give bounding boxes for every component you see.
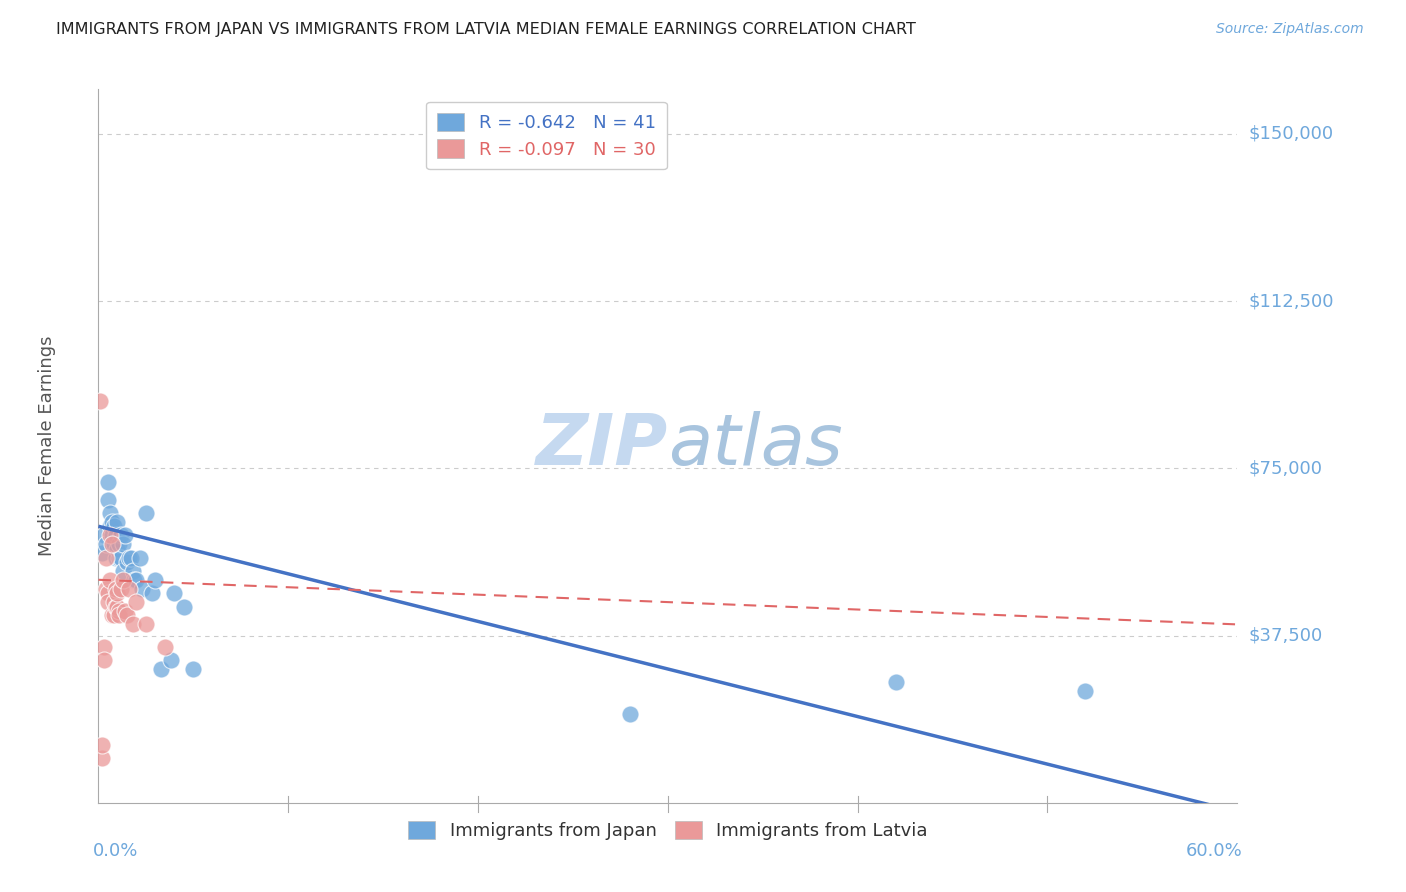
- Point: [89, 394, 111, 409]
- Point: [97, 586, 120, 600]
- Point: [91, 738, 114, 752]
- Point: [114, 528, 136, 542]
- Point: [173, 599, 195, 614]
- Point: [100, 608, 122, 623]
- Text: Median Female Earnings: Median Female Earnings: [38, 335, 56, 557]
- Point: [125, 595, 148, 609]
- Point: [91, 751, 114, 765]
- Point: [619, 706, 641, 721]
- Point: [94, 550, 117, 565]
- Point: [114, 604, 136, 618]
- Point: [884, 675, 907, 690]
- Text: $75,000: $75,000: [1249, 459, 1323, 477]
- Point: [150, 662, 173, 676]
- Point: [108, 550, 131, 565]
- Text: $37,500: $37,500: [1249, 626, 1323, 645]
- Point: [118, 550, 141, 565]
- Text: 0.0%: 0.0%: [93, 842, 138, 860]
- Point: [91, 546, 114, 560]
- Text: $150,000: $150,000: [1249, 125, 1333, 143]
- Point: [104, 550, 127, 565]
- Point: [129, 550, 152, 565]
- Point: [112, 537, 135, 551]
- Point: [120, 550, 142, 565]
- Point: [141, 586, 163, 600]
- Point: [94, 537, 117, 551]
- Point: [131, 582, 153, 596]
- Point: [103, 519, 125, 533]
- Point: [112, 573, 135, 587]
- Point: [183, 662, 205, 676]
- Point: [97, 595, 120, 609]
- Point: [93, 653, 115, 667]
- Point: [135, 617, 157, 632]
- Point: [110, 550, 132, 565]
- Point: [135, 506, 157, 520]
- Point: [107, 541, 129, 556]
- Point: [115, 608, 138, 623]
- Point: [115, 555, 138, 569]
- Point: [110, 528, 132, 542]
- Point: [103, 595, 125, 609]
- Point: [1074, 684, 1097, 698]
- Point: [100, 537, 122, 551]
- Point: [104, 528, 127, 542]
- Point: [159, 653, 181, 667]
- Point: [97, 492, 120, 507]
- Text: $112,500: $112,500: [1249, 292, 1334, 310]
- Point: [108, 608, 131, 623]
- Point: [163, 586, 186, 600]
- Point: [100, 528, 122, 542]
- Point: [121, 564, 143, 578]
- Point: [98, 528, 121, 542]
- Point: [107, 515, 129, 529]
- Point: [97, 475, 120, 489]
- Point: [107, 599, 129, 614]
- Point: [145, 573, 167, 587]
- Point: [93, 640, 115, 654]
- Point: [153, 640, 176, 654]
- Point: [108, 537, 131, 551]
- Point: [125, 573, 148, 587]
- Point: [108, 604, 131, 618]
- Point: [112, 564, 135, 578]
- Point: [98, 573, 121, 587]
- Point: [104, 582, 127, 596]
- Point: [103, 608, 125, 623]
- Text: Source: ZipAtlas.com: Source: ZipAtlas.com: [1216, 22, 1364, 37]
- Text: atlas: atlas: [668, 411, 842, 481]
- Point: [103, 537, 125, 551]
- Point: [121, 617, 143, 632]
- Text: IMMIGRANTS FROM JAPAN VS IMMIGRANTS FROM LATVIA MEDIAN FEMALE EARNINGS CORRELATI: IMMIGRANTS FROM JAPAN VS IMMIGRANTS FROM…: [56, 22, 917, 37]
- Point: [94, 582, 117, 596]
- Point: [107, 586, 129, 600]
- Point: [100, 515, 122, 529]
- Point: [98, 506, 121, 520]
- Point: [104, 599, 127, 614]
- Text: ZIP: ZIP: [536, 411, 668, 481]
- Point: [118, 582, 141, 596]
- Point: [110, 582, 132, 596]
- Text: 60.0%: 60.0%: [1187, 842, 1243, 860]
- Legend: Immigrants from Japan, Immigrants from Latvia: Immigrants from Japan, Immigrants from L…: [401, 814, 935, 847]
- Point: [124, 573, 146, 587]
- Point: [93, 528, 115, 542]
- Point: [98, 519, 121, 533]
